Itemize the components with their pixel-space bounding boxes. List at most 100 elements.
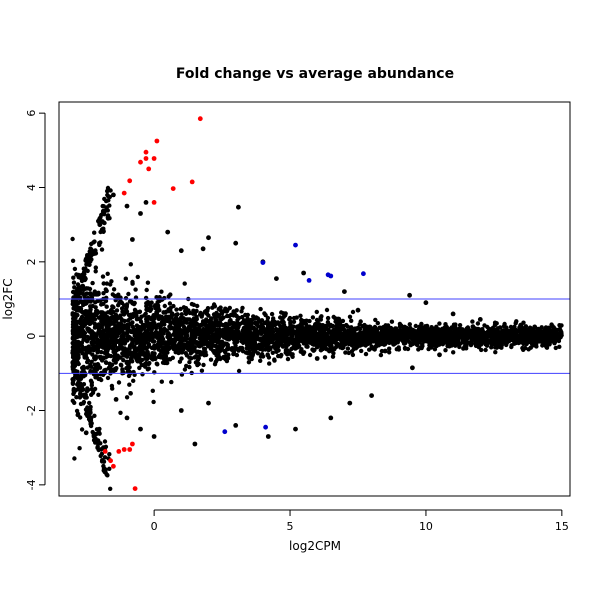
cloud-point xyxy=(483,347,488,353)
cloud-point xyxy=(423,336,428,342)
cloud-point xyxy=(463,334,468,339)
cloud-point xyxy=(157,330,162,335)
cloud-point xyxy=(253,333,259,338)
cloud-point xyxy=(273,326,279,332)
cloud-point xyxy=(71,280,77,285)
cloud-point xyxy=(75,382,80,387)
cloud-point xyxy=(96,362,101,368)
cloud-point xyxy=(182,367,188,372)
cloud-point xyxy=(87,256,92,262)
cloud-point xyxy=(175,327,181,332)
cloud-point xyxy=(285,331,291,337)
cloud-point xyxy=(334,335,339,341)
cloud-point xyxy=(280,344,286,349)
cloud-point xyxy=(88,378,94,383)
cloud-point xyxy=(482,331,488,337)
cloud-point xyxy=(129,341,134,347)
cloud-point xyxy=(215,327,220,332)
cloud-point xyxy=(82,337,87,342)
cloud-point xyxy=(353,335,359,340)
cloud-point xyxy=(103,298,109,304)
cloud-point xyxy=(157,354,162,360)
cloud-point xyxy=(125,338,130,343)
cloud-point xyxy=(291,319,297,324)
cloud-point xyxy=(101,301,106,306)
cloud-point xyxy=(437,321,442,326)
cloud-point xyxy=(234,352,240,358)
cloud-point xyxy=(135,274,140,280)
cloud-point xyxy=(102,455,108,460)
cloud-point xyxy=(217,320,222,326)
cloud-point xyxy=(137,309,142,315)
data-point xyxy=(464,341,470,346)
cloud-point xyxy=(73,319,78,324)
cloud-point xyxy=(153,314,158,319)
data-point xyxy=(197,116,203,122)
cloud-point xyxy=(346,334,352,339)
cloud-point xyxy=(322,355,328,360)
cloud-point xyxy=(103,360,109,365)
cloud-point xyxy=(246,360,252,365)
cloud-point xyxy=(239,309,244,314)
cloud-point xyxy=(101,281,106,286)
cloud-point xyxy=(221,309,226,314)
cloud-point xyxy=(542,339,547,344)
data-point xyxy=(265,434,271,439)
cloud-point xyxy=(531,331,536,336)
cloud-point xyxy=(110,292,116,297)
data-point xyxy=(170,186,176,192)
cloud-point xyxy=(549,329,554,334)
cloud-point xyxy=(373,317,378,323)
cloud-point xyxy=(98,215,103,220)
cloud-point xyxy=(367,326,372,331)
cloud-point xyxy=(164,328,169,333)
data-point xyxy=(178,248,184,254)
cloud-point xyxy=(350,309,356,315)
cloud-point xyxy=(424,323,430,329)
cloud-point xyxy=(405,346,411,352)
data-point xyxy=(518,322,524,328)
data-point xyxy=(293,242,298,248)
cloud-point xyxy=(83,266,88,271)
cloud-point xyxy=(303,335,308,341)
cloud-point xyxy=(90,332,95,337)
cloud-point xyxy=(323,327,328,332)
y-tick-label: -2 xyxy=(25,405,38,416)
cloud-point xyxy=(549,322,554,327)
cloud-point xyxy=(310,341,315,347)
data-point xyxy=(342,289,347,294)
cloud-point xyxy=(223,354,228,359)
cloud-point xyxy=(104,337,110,343)
cloud-point xyxy=(495,339,501,344)
cloud-point xyxy=(81,329,86,334)
cloud-point xyxy=(194,349,199,354)
cloud-point xyxy=(138,325,144,330)
cloud-point xyxy=(170,355,175,360)
cloud-point xyxy=(131,378,136,383)
cloud-point xyxy=(444,339,449,345)
cloud-point xyxy=(556,331,561,337)
cloud-point xyxy=(85,405,90,410)
data-point xyxy=(121,190,127,196)
data-point xyxy=(151,200,157,205)
cloud-point xyxy=(102,212,107,217)
cloud-point xyxy=(74,288,79,294)
cloud-point xyxy=(119,300,125,306)
cloud-point xyxy=(127,382,132,387)
cloud-point xyxy=(91,240,96,245)
cloud-point xyxy=(167,301,173,306)
cloud-point xyxy=(226,333,232,338)
cloud-point xyxy=(145,349,150,355)
cloud-point xyxy=(373,339,379,344)
cloud-point xyxy=(383,338,388,343)
cloud-point xyxy=(526,335,531,340)
data-point xyxy=(206,400,211,406)
cloud-point xyxy=(156,316,161,322)
data-point xyxy=(355,307,361,313)
cloud-point xyxy=(232,325,237,330)
cloud-point xyxy=(475,321,481,326)
cloud-point xyxy=(187,360,192,365)
cloud-point xyxy=(294,315,299,320)
cloud-point xyxy=(107,364,113,369)
cloud-point xyxy=(236,336,242,341)
